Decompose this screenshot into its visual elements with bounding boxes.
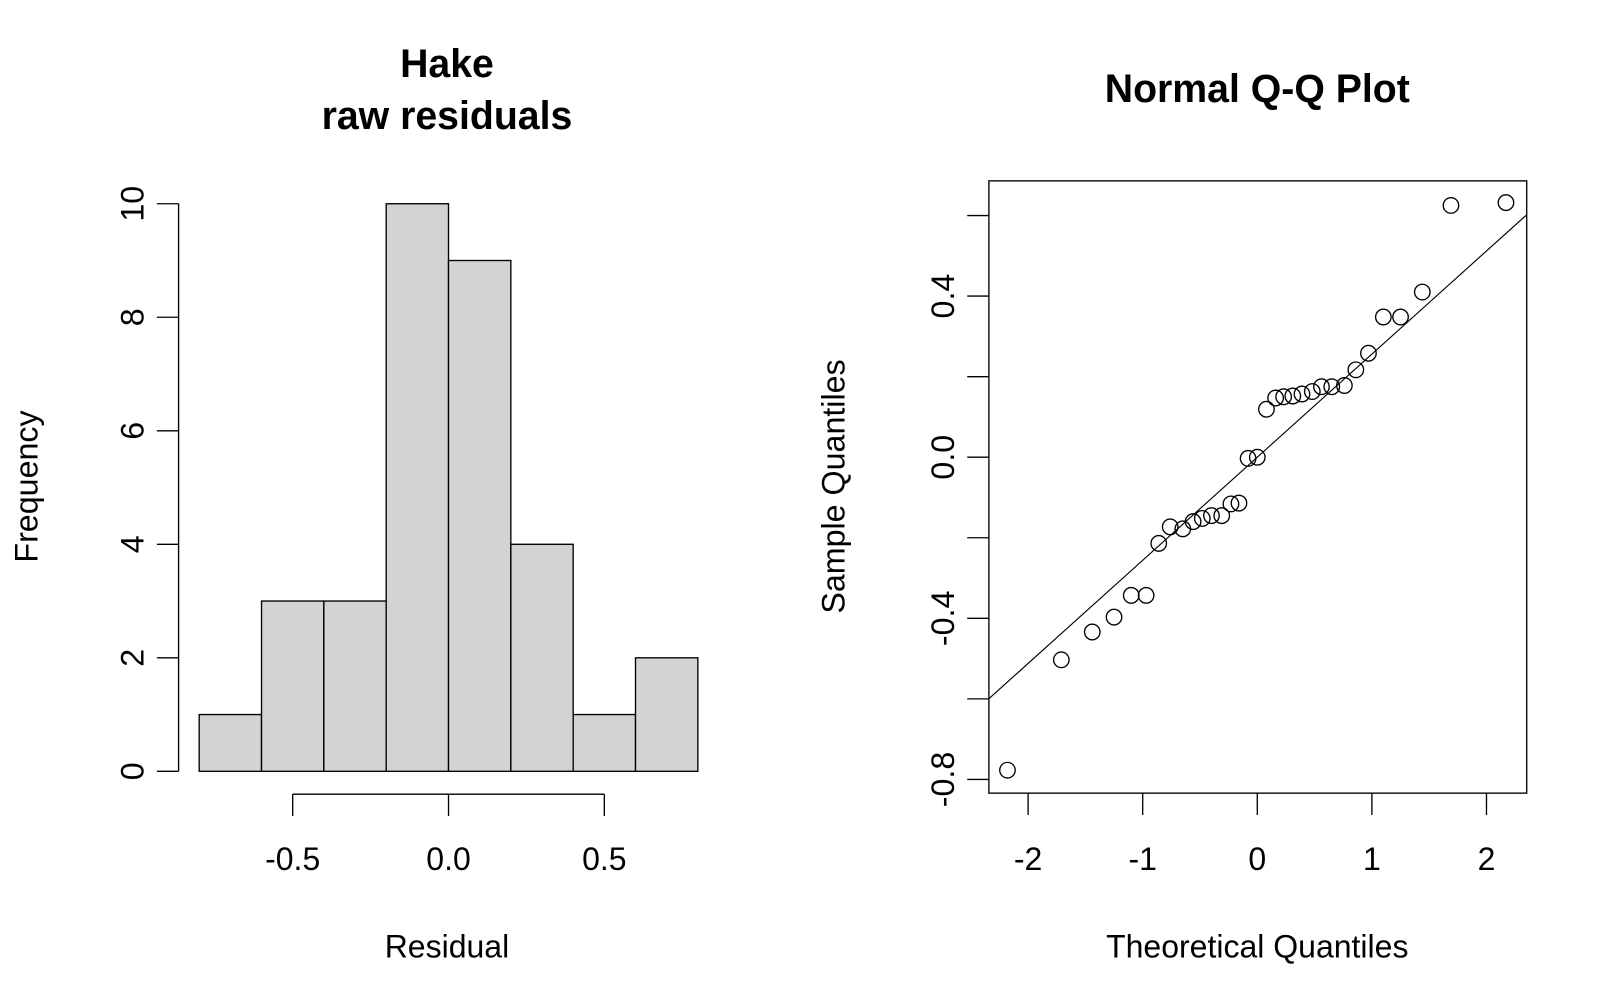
bar [634,657,699,772]
point [1230,494,1248,512]
bar [447,259,512,772]
y-axis-label: Frequency [8,410,44,562]
point [1374,308,1392,326]
x-tick-label: -0.5 [265,841,320,877]
x-tick-label: 2 [1478,841,1496,877]
x-tick-label: -1 [1128,841,1156,877]
point [1203,507,1220,525]
qq-line [988,214,1528,700]
point [1313,378,1330,396]
x-axis-label: Theoretical Quantiles [1106,928,1408,964]
x-tick-label: 0 [1248,841,1266,877]
point [1150,534,1168,552]
chart-title: raw residuals [322,94,573,138]
point [1392,308,1409,326]
point [1413,283,1431,301]
point [1193,509,1211,527]
y-tick-label: 0 [115,762,151,780]
point [1303,383,1321,401]
point [1347,361,1365,379]
x-tick-label: 0.5 [582,841,626,877]
point [1267,389,1285,407]
bar [572,713,637,772]
point [1284,387,1302,405]
bar [323,600,387,772]
bar [385,203,450,772]
bar [510,543,574,772]
point [1239,449,1257,467]
chart-title: Hake [400,42,494,86]
bar [260,600,325,772]
point [1360,344,1377,362]
point [1293,385,1311,403]
point [1083,623,1101,641]
point [1323,378,1341,396]
point [1275,388,1293,406]
y-tick-label: -0.4 [925,591,961,647]
point [1105,608,1123,626]
point [1052,651,1070,669]
plot-frame [988,180,1528,794]
point [1184,513,1202,531]
x-tick-label: -2 [1014,841,1042,877]
point [1335,377,1353,394]
y-tick-label: 4 [115,535,151,553]
point [1442,196,1460,214]
point [1122,586,1140,604]
point [1222,495,1240,513]
y-tick-label: 8 [115,308,151,326]
point [999,761,1016,779]
point [1497,194,1515,212]
point [1248,448,1266,466]
x-axis-label: Residual [385,928,510,964]
y-tick-label: 2 [115,649,151,667]
point [1161,518,1179,536]
point [1258,400,1275,418]
x-tick-label: 0.0 [426,841,470,877]
y-axis-label: Sample Quantiles [816,359,852,613]
point [1137,586,1155,604]
y-tick-label: 0.0 [925,435,961,480]
chart-title: Normal Q-Q Plot [1105,67,1410,111]
x-tick-label: 1 [1363,841,1381,877]
y-tick-label: -0.8 [925,752,961,808]
y-tick-label: 6 [115,422,151,440]
y-tick-label: 0.4 [925,274,961,319]
y-tick-label: 10 [115,186,151,222]
point [1213,507,1231,525]
bar [198,713,263,772]
